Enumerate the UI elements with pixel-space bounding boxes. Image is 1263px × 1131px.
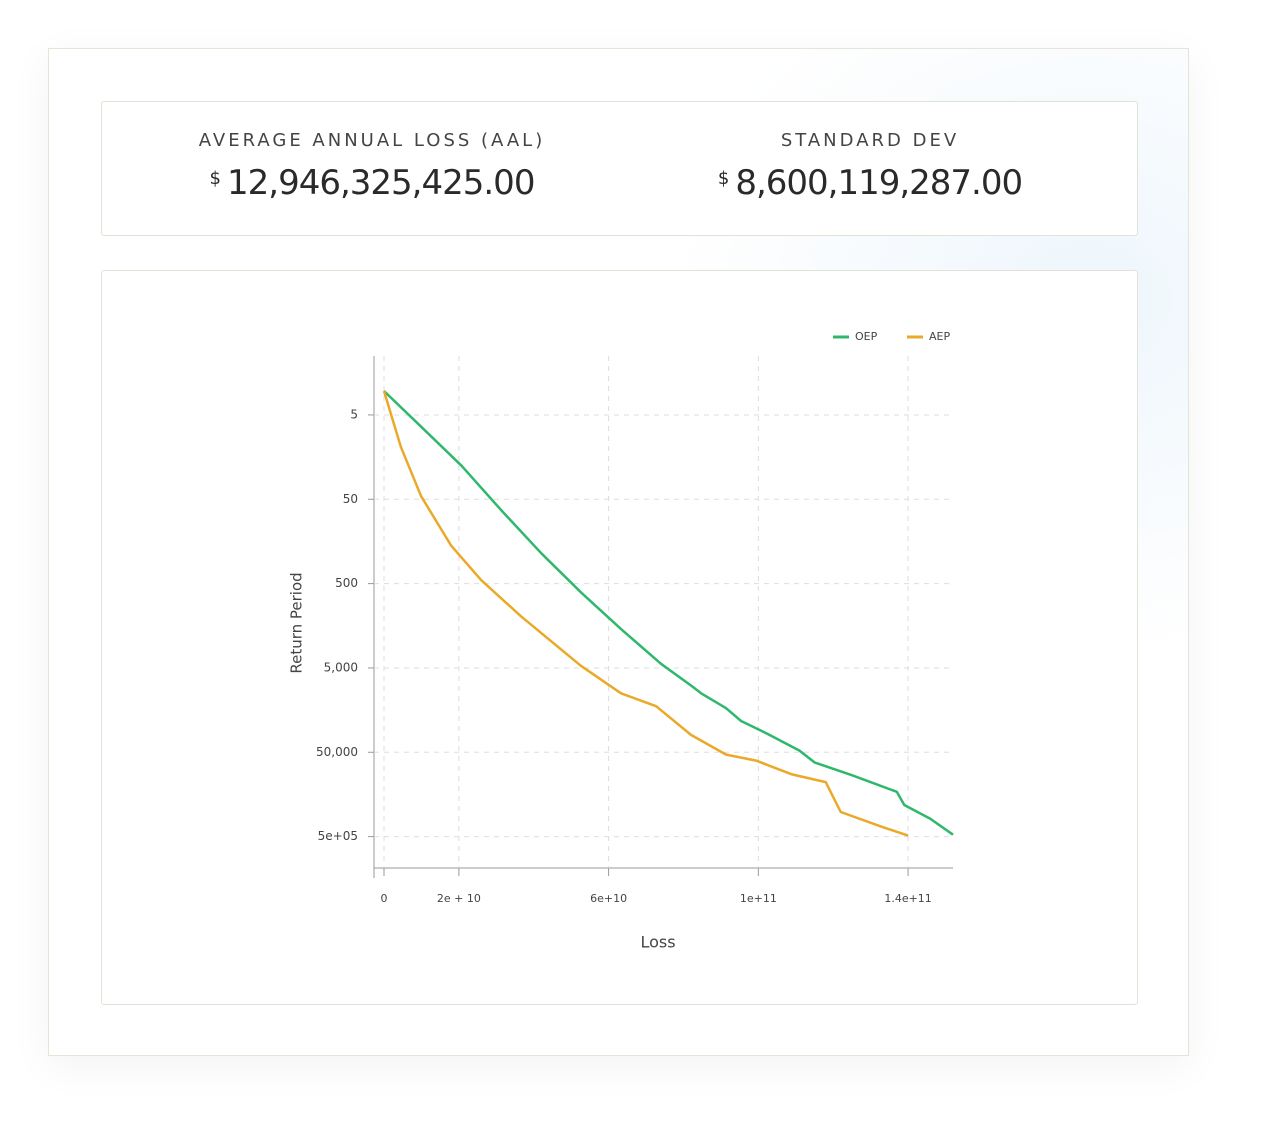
stat: STANDARD DEV $8,600,119,287.00	[640, 130, 1100, 203]
stat-value: $12,946,325,425.00	[142, 163, 602, 203]
x-tick-label: 1e+11	[740, 892, 777, 905]
stat: AVERAGE ANNUAL LOSS (AAL) $12,946,325,42…	[142, 130, 602, 203]
stat-label: STANDARD DEV	[780, 130, 960, 151]
stat-label: AVERAGE ANNUAL LOSS (AAL)	[198, 130, 546, 151]
line	[382, 390, 909, 837]
stats-card: AVERAGE ANNUAL LOSS (AAL) $12,946,325,42…	[101, 101, 1138, 236]
y-tick-label: 5e+05	[318, 829, 358, 843]
currency: $	[209, 168, 221, 189]
chart-card: Loss Return Period 5 50 500 5,000 50,000 5e+0…	[101, 270, 1138, 1005]
line	[383, 390, 954, 836]
stat-value: $8,600,119,287.00	[640, 163, 1100, 203]
x-axis-label: Loss	[640, 933, 675, 952]
currency: $	[717, 168, 730, 189]
y-tick-label: 50,000	[316, 745, 358, 759]
y-tick-label: 5	[350, 407, 358, 421]
y-tick-label: 5,000	[324, 660, 358, 674]
y-axis-label: Return Period	[288, 572, 306, 673]
x-tick-label: 6e+10	[590, 892, 627, 905]
y-tick-label: 50	[343, 492, 358, 506]
x-tick-label: 1.4e+11	[884, 892, 931, 905]
x-tick-label: 0	[381, 892, 388, 905]
chart: Loss Return Period 5 50 500 5,000 50,000 5e+0…	[288, 330, 954, 952]
x-tick-label: 2e + 10	[437, 892, 481, 905]
amount: 8,600,119,287.00	[735, 163, 1023, 203]
y-tick-label: 500	[335, 576, 358, 590]
legend-label: OEP	[855, 330, 878, 343]
legend-label: AEP	[929, 330, 950, 343]
amount: 12,946,325,425.00	[227, 163, 535, 203]
